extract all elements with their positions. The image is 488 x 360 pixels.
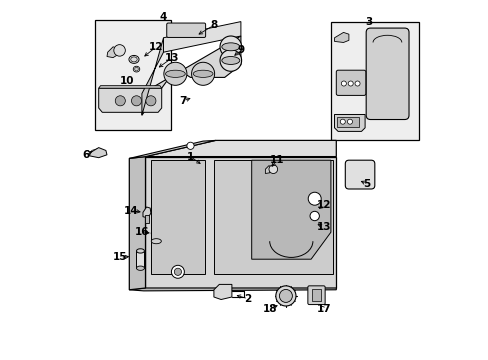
Ellipse shape [136,249,144,253]
Circle shape [279,289,292,302]
Polygon shape [129,288,336,291]
Text: 18: 18 [262,304,276,314]
Text: 4: 4 [160,12,167,22]
Text: 5: 5 [363,179,370,189]
Text: 13: 13 [165,53,180,63]
Circle shape [268,165,277,174]
Polygon shape [129,157,145,290]
Text: 7: 7 [179,96,186,106]
FancyBboxPatch shape [166,23,205,37]
Polygon shape [142,207,151,218]
Circle shape [275,286,295,306]
Text: 15: 15 [113,252,127,262]
Polygon shape [145,157,336,288]
Polygon shape [99,88,162,112]
Text: 6: 6 [82,150,89,160]
Circle shape [191,62,214,85]
Ellipse shape [193,70,213,77]
Bar [337,117,358,127]
Circle shape [220,50,241,71]
Bar [330,22,418,140]
Text: 3: 3 [365,17,371,27]
Bar [311,289,320,301]
Text: 2: 2 [244,294,251,304]
FancyBboxPatch shape [307,286,325,305]
Ellipse shape [222,43,239,51]
Circle shape [307,192,321,205]
Ellipse shape [134,67,138,71]
Ellipse shape [136,266,144,270]
Circle shape [354,81,359,86]
Bar [136,251,144,268]
Ellipse shape [133,66,140,72]
Circle shape [341,81,346,86]
Ellipse shape [130,57,137,62]
Text: 8: 8 [210,20,217,30]
Circle shape [114,45,125,56]
Circle shape [174,268,181,275]
Polygon shape [334,32,348,42]
Circle shape [220,36,241,58]
Bar [151,233,161,241]
Text: 11: 11 [269,155,284,165]
Ellipse shape [151,239,161,244]
Circle shape [171,265,184,278]
Polygon shape [213,284,231,300]
Bar [145,215,149,223]
Text: 1: 1 [186,152,194,162]
Text: 14: 14 [123,206,138,216]
Polygon shape [99,86,162,88]
Text: 12: 12 [149,42,163,52]
Polygon shape [107,47,118,58]
Circle shape [186,142,194,149]
Polygon shape [265,166,271,174]
FancyBboxPatch shape [366,28,408,120]
Polygon shape [213,160,332,274]
Text: 9: 9 [237,45,244,55]
Polygon shape [151,160,204,274]
Circle shape [145,96,156,106]
Polygon shape [142,36,241,115]
Text: 10: 10 [120,76,135,86]
Ellipse shape [151,230,161,236]
Ellipse shape [222,57,239,64]
Text: 16: 16 [134,227,149,237]
Ellipse shape [129,55,139,63]
Circle shape [115,96,125,106]
Polygon shape [89,148,107,158]
Circle shape [163,62,186,85]
FancyBboxPatch shape [336,70,365,95]
Polygon shape [145,140,336,157]
Polygon shape [163,22,241,52]
Circle shape [340,119,345,124]
Text: 17: 17 [316,304,330,314]
Circle shape [347,119,352,124]
Circle shape [131,96,141,106]
FancyBboxPatch shape [345,160,374,189]
Bar [95,20,170,130]
Polygon shape [129,140,215,158]
Text: 13: 13 [316,222,330,232]
Polygon shape [334,114,365,131]
Polygon shape [142,38,163,115]
Ellipse shape [165,70,185,77]
Circle shape [347,81,352,86]
Text: 12: 12 [316,200,330,210]
Circle shape [309,211,319,221]
Polygon shape [251,160,330,259]
